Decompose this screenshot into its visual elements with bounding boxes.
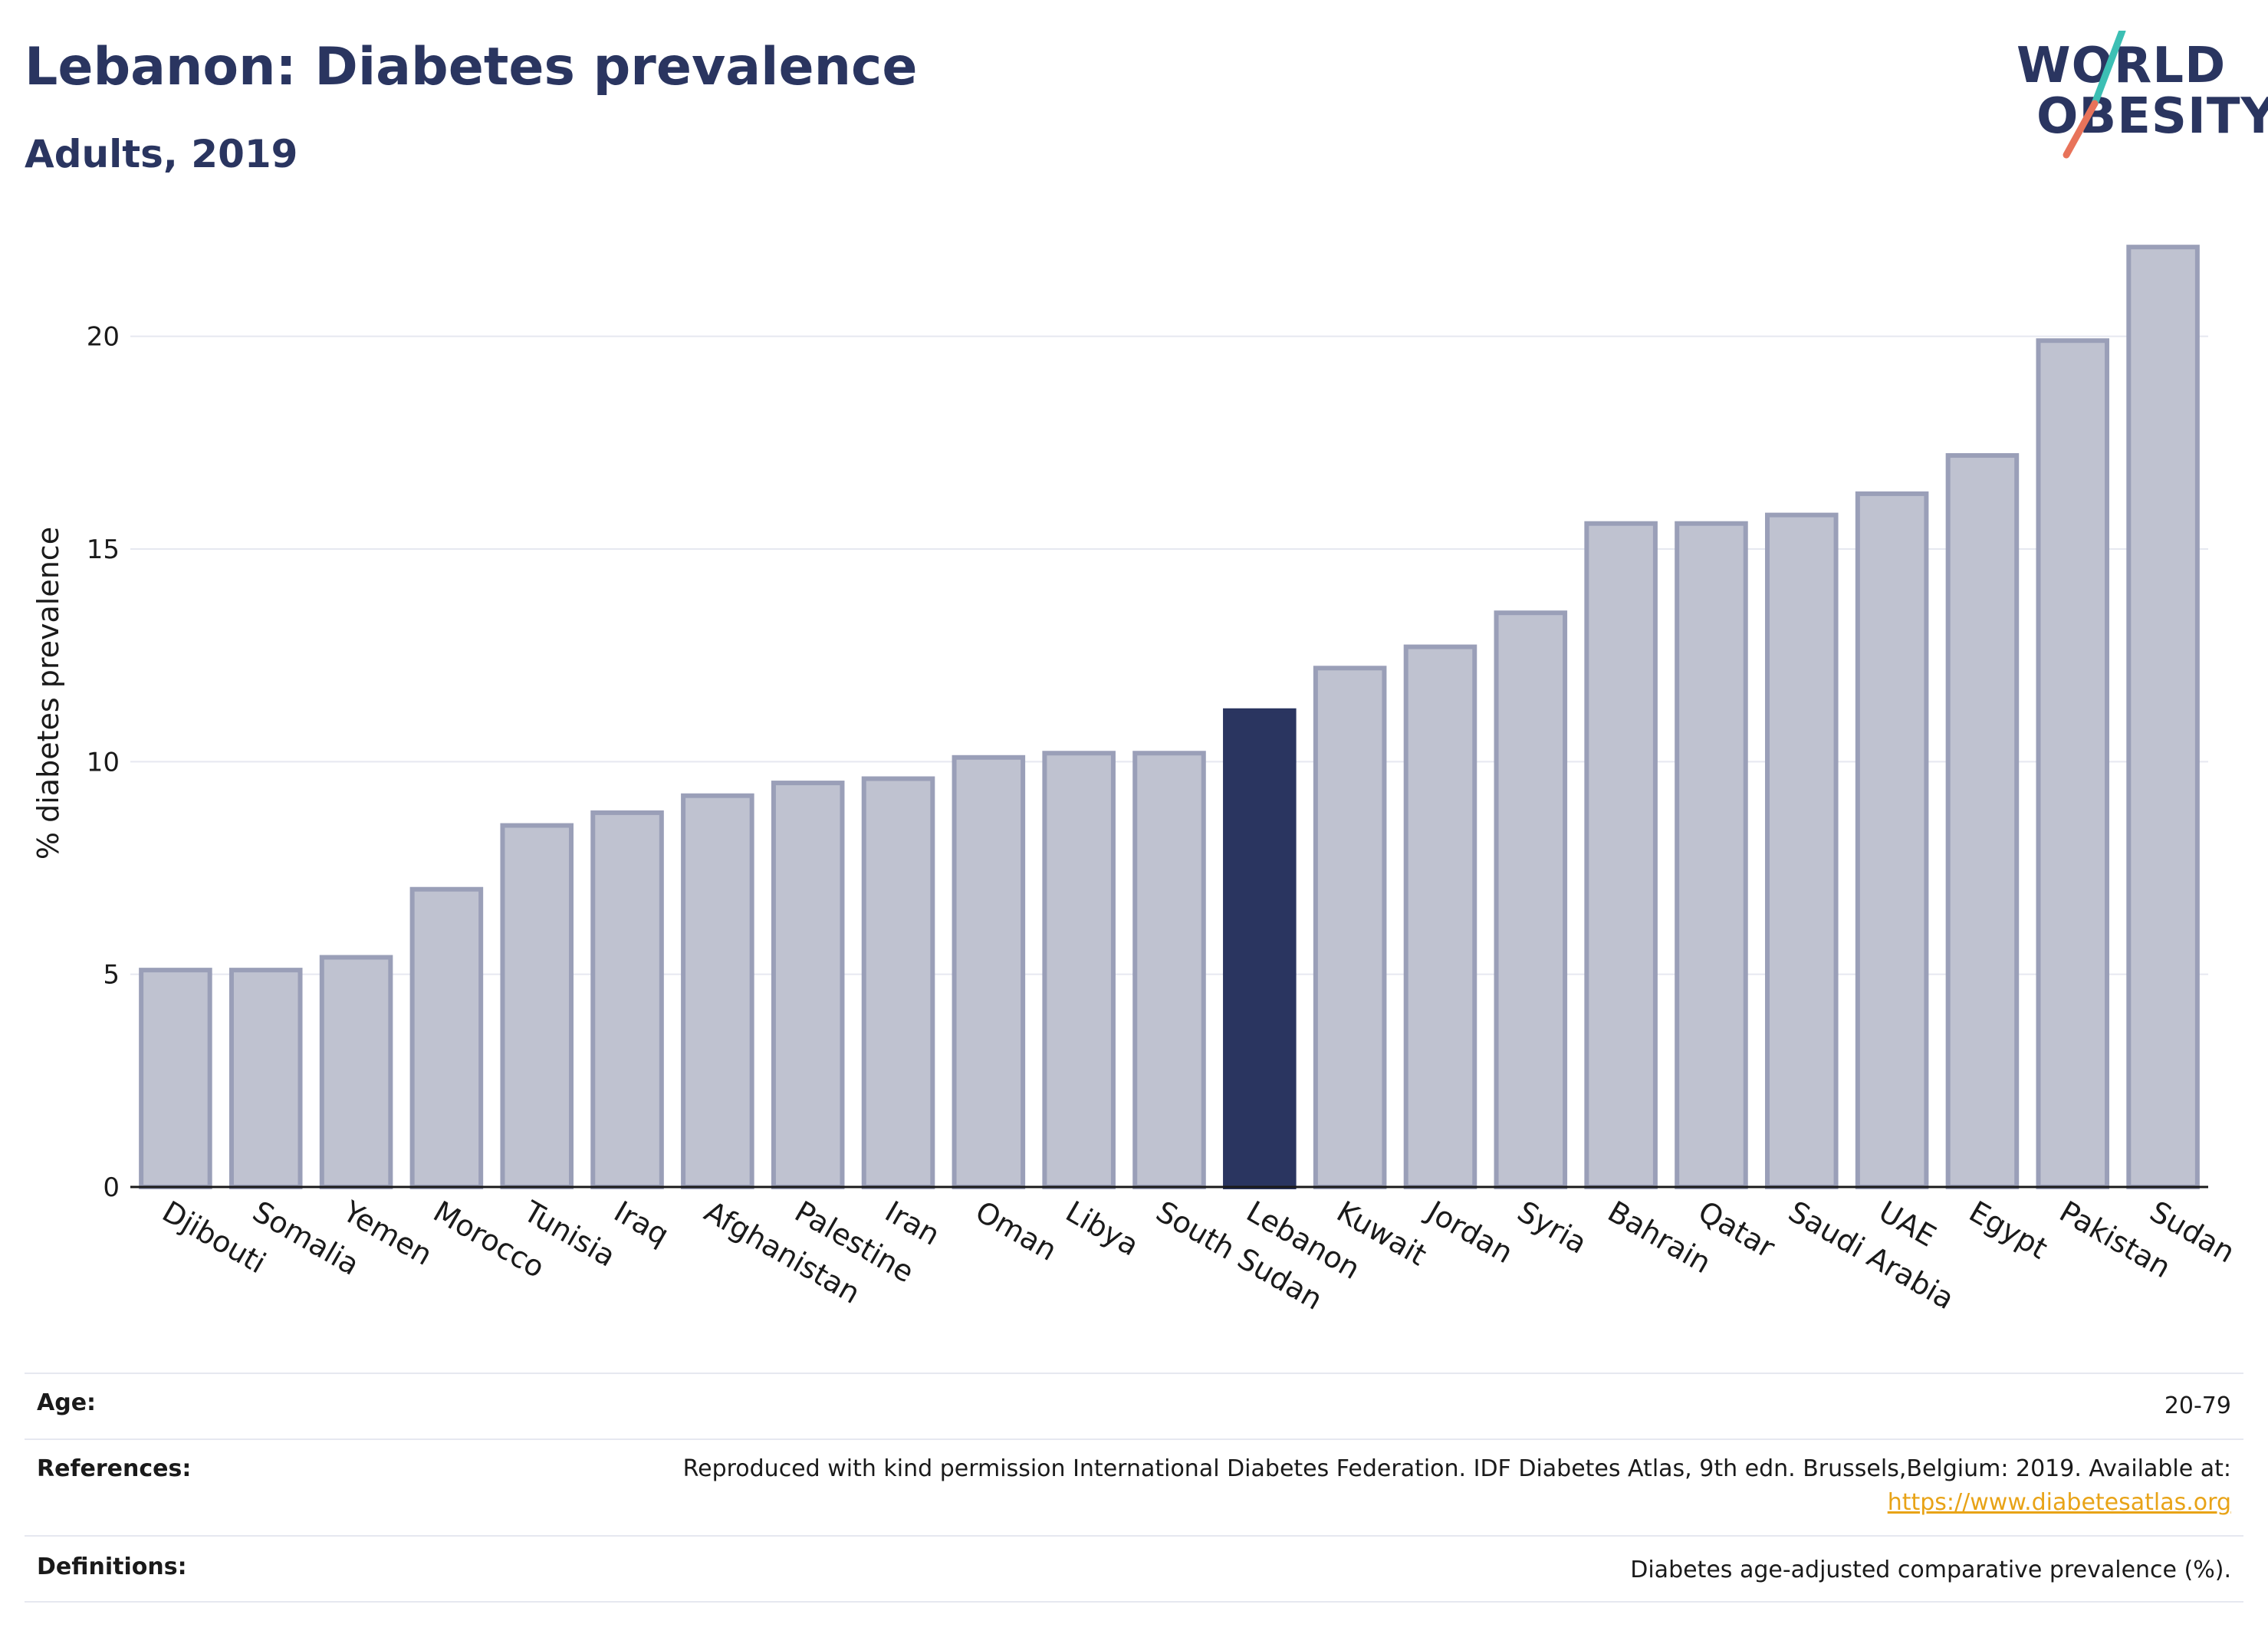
y-tick-label: 15 xyxy=(87,534,120,565)
meta-age-label: Age: xyxy=(37,1389,97,1416)
meta-references-value: Reproduced with kind permission Internat… xyxy=(683,1452,2231,1520)
bar xyxy=(139,968,212,1189)
bar xyxy=(1765,512,1839,1189)
bar xyxy=(319,955,393,1189)
bar xyxy=(771,781,845,1189)
x-tick-label: Libya xyxy=(1060,1195,1145,1263)
y-axis-label: % diabetes prevalence xyxy=(31,527,65,860)
bar xyxy=(952,755,1026,1189)
meta-age-value: 20-79 xyxy=(2164,1392,2231,1419)
x-tick-label: Egypt xyxy=(1964,1195,2053,1266)
meta-row-age: Age: 20-79 xyxy=(25,1373,2243,1438)
bar xyxy=(590,810,664,1189)
y-tick-label: 0 xyxy=(103,1172,120,1203)
bar-highlight xyxy=(1223,708,1297,1189)
meta-references-text: Reproduced with kind permission Internat… xyxy=(682,1455,2231,1482)
bar xyxy=(1945,452,2020,1189)
bar xyxy=(2036,338,2110,1189)
bar xyxy=(1042,751,1116,1189)
bar xyxy=(1494,610,1568,1189)
x-tick-label: Oman xyxy=(970,1195,1063,1267)
bar xyxy=(681,793,754,1189)
bar xyxy=(2126,245,2200,1190)
bar xyxy=(861,776,935,1189)
bar xyxy=(500,823,574,1189)
world-obesity-logo: WORLD OBESITY xyxy=(2009,31,2268,169)
bar xyxy=(1675,521,1748,1189)
x-tick-label: Syria xyxy=(1512,1195,1593,1261)
x-tick-label: Bahrain xyxy=(1602,1195,1717,1281)
metadata-table: Age: 20-79 References: Reproduced with k… xyxy=(25,1373,2243,1603)
meta-definitions-label: Definitions: xyxy=(37,1553,187,1580)
meta-row-definitions: Definitions: Diabetes age-adjusted compa… xyxy=(25,1535,2243,1603)
bar xyxy=(1313,666,1387,1189)
y-tick-label: 20 xyxy=(87,322,120,353)
bar xyxy=(228,968,303,1189)
meta-row-references: References: Reproduced with kind permiss… xyxy=(25,1438,2243,1535)
bar xyxy=(1132,751,1206,1189)
x-tick-label: Djibouti xyxy=(156,1195,271,1281)
page-subtitle: Adults, 2019 xyxy=(25,132,298,176)
bar xyxy=(409,886,484,1189)
meta-references-label: References: xyxy=(37,1455,192,1482)
page-title: Lebanon: Diabetes prevalence xyxy=(25,37,918,97)
bar xyxy=(1855,491,1929,1189)
world-obesity-slash-icon xyxy=(2063,31,2126,159)
x-tick-label: Saudi Arabia xyxy=(1783,1195,1960,1317)
y-tick-label: 10 xyxy=(87,747,120,778)
y-tick-label: 5 xyxy=(103,960,120,991)
references-link[interactable]: https://www.diabetesatlas.org xyxy=(1887,1489,2231,1516)
bar xyxy=(1403,644,1477,1189)
meta-definitions-value: Diabetes age-adjusted comparative preval… xyxy=(1630,1557,2231,1583)
x-tick-label: Jordan xyxy=(1420,1194,1518,1271)
bar xyxy=(1584,521,1658,1189)
logo-line-1: WORLD xyxy=(2017,38,2227,94)
